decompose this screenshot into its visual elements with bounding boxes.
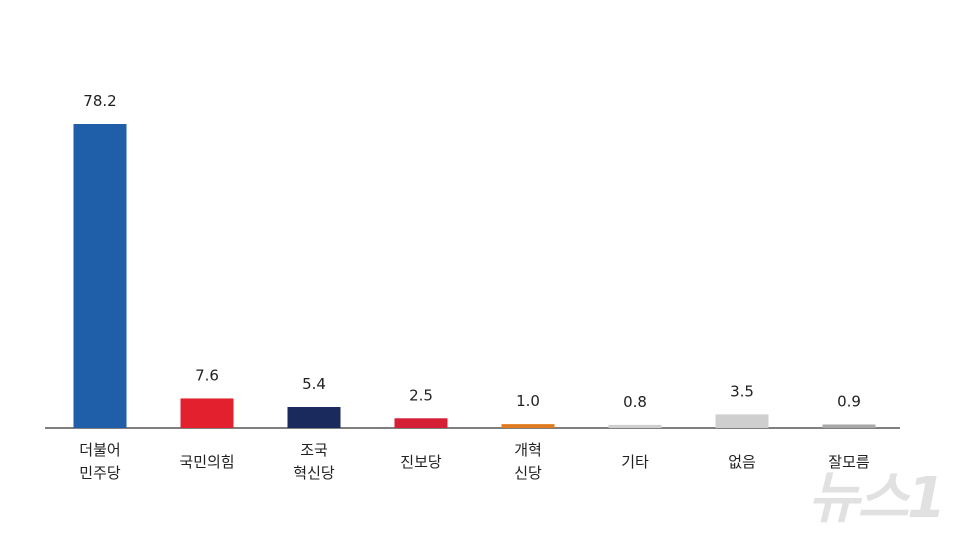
category-label: 개혁 신당	[514, 441, 542, 482]
value-label: 5.4	[302, 375, 326, 393]
category-label: 없음	[728, 453, 756, 471]
bar	[501, 424, 555, 428]
watermark: 뉴스1	[807, 466, 946, 531]
value-label: 3.5	[730, 382, 754, 400]
category-label: 기타	[621, 453, 649, 471]
value-label: 2.5	[409, 386, 433, 404]
bar	[394, 418, 448, 428]
value-label: 0.9	[837, 393, 861, 411]
category-label: 진보당	[400, 453, 442, 471]
bar	[715, 414, 769, 428]
value-label: 7.6	[195, 366, 219, 384]
value-label: 1.0	[516, 392, 540, 410]
value-label: 78.2	[83, 92, 116, 110]
category-label: 조국 혁신당	[293, 441, 335, 482]
category-label: 더불어 민주당	[79, 441, 121, 482]
bar	[73, 124, 127, 428]
category-label: 잘모름	[828, 453, 870, 471]
value-label: 0.8	[623, 393, 647, 411]
bar	[822, 424, 876, 428]
category-label: 국민의힘	[179, 453, 235, 471]
bar	[287, 407, 341, 428]
bar	[608, 424, 662, 428]
bar	[180, 398, 234, 428]
